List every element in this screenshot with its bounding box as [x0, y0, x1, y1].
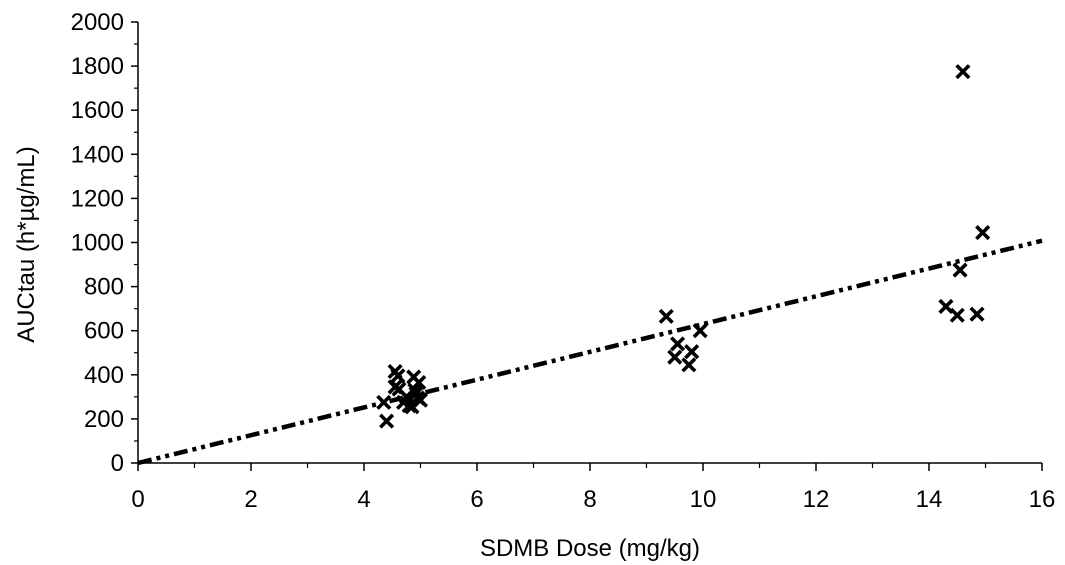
data-point — [975, 225, 991, 241]
y-axis-ticks: 0 200 400 600 800 1000 1200 1400 1600 1800 2000 — [71, 9, 138, 477]
x-tick-label: 10 — [690, 486, 717, 513]
x-tick-label: 6 — [470, 486, 483, 513]
trendline — [137, 238, 1043, 466]
y-tick-label: 1600 — [71, 97, 124, 124]
x-tick-label: 4 — [357, 486, 370, 513]
y-tick-label: 2000 — [71, 9, 124, 36]
y-tick-label: 600 — [84, 318, 124, 345]
x-tick-label: 8 — [583, 486, 596, 513]
data-point — [379, 413, 395, 429]
data-point — [390, 368, 406, 384]
data-point — [376, 394, 392, 410]
data-point — [949, 307, 965, 323]
data-point — [670, 336, 686, 352]
x-tick-label: 0 — [131, 486, 144, 513]
data-point — [411, 374, 427, 391]
data-point — [681, 357, 697, 373]
data-point — [658, 308, 674, 324]
y-tick-label: 1200 — [71, 185, 124, 212]
data-points — [376, 64, 991, 429]
x-tick-label: 2 — [244, 486, 257, 513]
y-axis-title: AUCtau (h*µg/mL) — [13, 146, 40, 343]
data-point — [938, 298, 954, 314]
y-tick-label: 0 — [111, 450, 124, 477]
trendline-group — [137, 238, 1043, 466]
y-tick-label: 1400 — [71, 141, 124, 168]
y-tick-label: 200 — [84, 406, 124, 433]
data-point — [684, 344, 700, 360]
data-point — [955, 64, 971, 80]
data-point — [692, 323, 708, 339]
y-tick-label: 1800 — [71, 53, 124, 80]
y-tick-label: 1000 — [71, 230, 124, 257]
data-point — [412, 392, 429, 408]
data-point — [667, 349, 683, 365]
x-tick-label: 16 — [1029, 486, 1056, 513]
x-tick-label: 14 — [916, 486, 943, 513]
y-tick-label: 800 — [84, 274, 124, 301]
x-tick-label: 12 — [803, 486, 830, 513]
data-point — [952, 262, 968, 278]
axes — [137, 22, 1042, 464]
data-point — [969, 306, 985, 322]
x-axis-title: SDMB Dose (mg/kg) — [480, 535, 700, 562]
x-axis-ticks: 0 2 4 6 8 10 12 14 16 — [131, 463, 1055, 513]
y-tick-label: 400 — [84, 362, 124, 389]
